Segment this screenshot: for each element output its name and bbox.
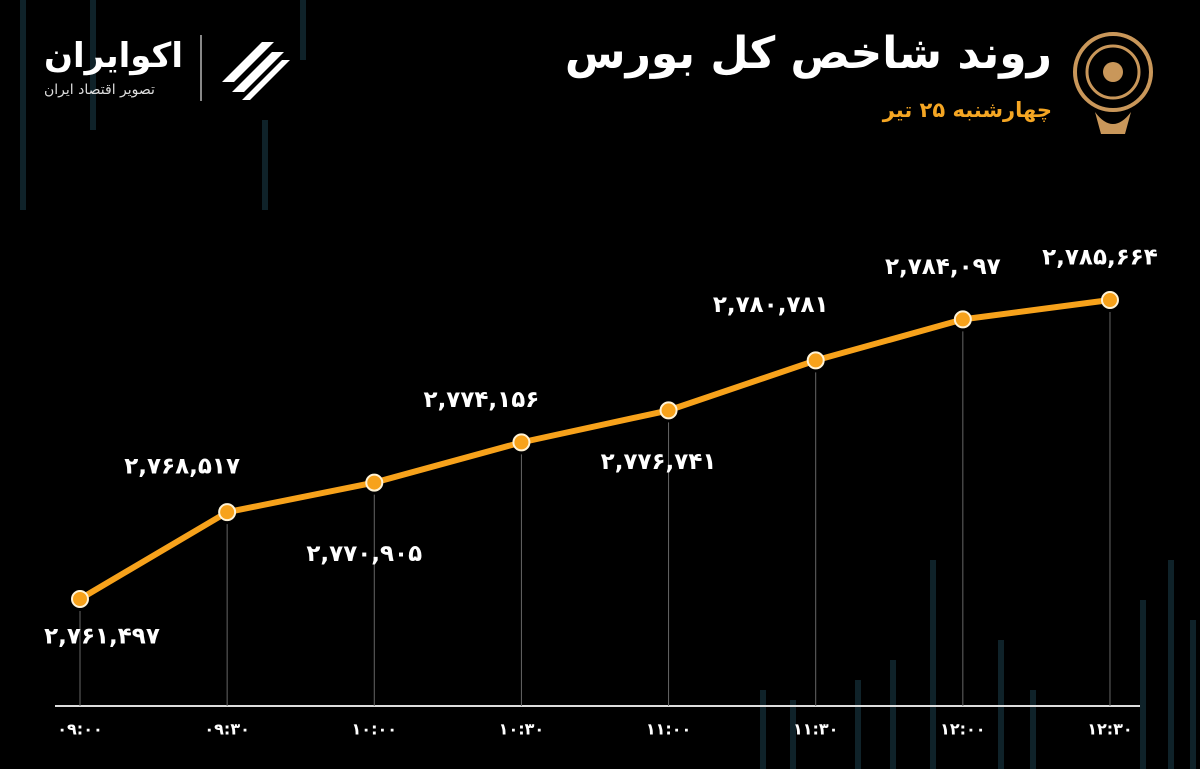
data-point: [1100, 291, 1119, 309]
data-point: [71, 590, 89, 608]
x-tick-label: ۱۲:۳۰: [1087, 720, 1132, 739]
data-point: [218, 503, 237, 522]
exchange-emblem: [1073, 32, 1153, 134]
value-label: ۲,۷۶۸,۵۱۷: [124, 454, 240, 480]
x-tick-label: ۰۹:۳۰: [204, 720, 249, 739]
background-decoration: [20, 0, 1196, 769]
brand-logo: [200, 35, 290, 101]
brand-name: اکوایران: [44, 36, 183, 76]
x-tick-label: ۱۰:۳۰: [499, 720, 544, 739]
data-point: [953, 310, 972, 329]
x-tick-label: ۱۱:۳۰: [793, 720, 838, 739]
data-point: [659, 401, 678, 420]
value-label: ۲,۷۸۰,۷۸۱: [713, 292, 829, 318]
value-label: ۲,۷۸۴,۰۹۷: [885, 254, 1001, 280]
data-point: [806, 351, 825, 370]
x-tick-label: ۱۲:۰۰: [940, 720, 985, 739]
index-line: [78, 297, 1111, 602]
chart-title: روند شاخص کل بورس: [564, 28, 1052, 79]
x-tick-label: ۱۱:۰۰: [646, 720, 691, 739]
brand-tagline: تصویر اقتصاد ایران: [44, 82, 155, 98]
value-label: ۲,۷۷۰,۹۰۵: [306, 541, 422, 567]
chart-subtitle: چهارشنبه ۲۵ تیر: [882, 98, 1052, 122]
value-label: ۲,۷۸۵,۶۶۴: [1042, 245, 1158, 271]
value-label: ۲,۷۷۶,۷۴۱: [601, 449, 717, 475]
x-tick-label: ۰۹:۰۰: [57, 720, 102, 739]
value-label: ۲,۷۷۴,۱۵۶: [424, 387, 540, 413]
value-label: ۲,۷۶۱,۴۹۷: [44, 624, 160, 650]
data-point: [512, 433, 531, 452]
data-point: [365, 473, 384, 492]
x-tick-label: ۱۰:۰۰: [352, 720, 397, 739]
